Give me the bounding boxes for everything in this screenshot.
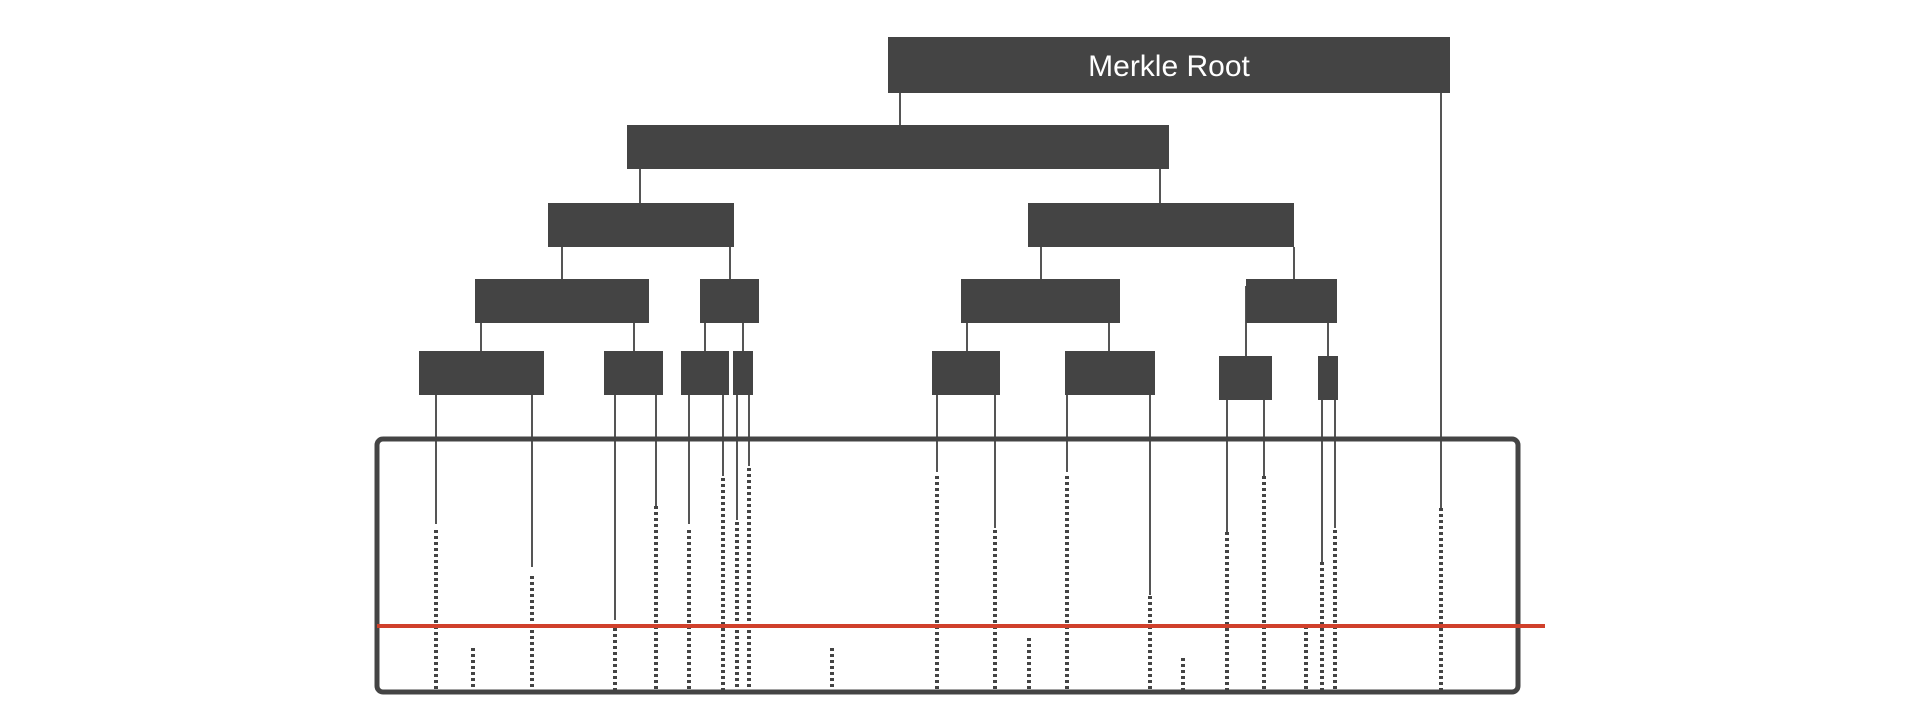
tree-node: [932, 351, 1000, 395]
tree-node: [700, 279, 759, 323]
tree-node: [1219, 356, 1272, 400]
tree-nodes: Merkle Root: [419, 37, 1450, 400]
tree-edges: [435, 93, 1442, 620]
tree-node: [961, 279, 1120, 323]
tree-node: [627, 125, 1169, 169]
tree-node: [1065, 351, 1155, 395]
tree-node: [419, 351, 544, 395]
root-label: Merkle Root: [1088, 50, 1250, 83]
tree-node: [681, 351, 729, 395]
tree-node: [548, 203, 734, 247]
tree-node: [1028, 203, 1294, 247]
tree-node: [1318, 356, 1338, 400]
leaf-frame: [374, 436, 1521, 695]
leaf-dotted-segments: [434, 468, 1443, 690]
tree-node: [604, 351, 663, 395]
tree-node: [475, 279, 649, 323]
root-node: [888, 37, 1450, 93]
tree-node: [1246, 279, 1337, 323]
tree-node: [733, 351, 753, 395]
